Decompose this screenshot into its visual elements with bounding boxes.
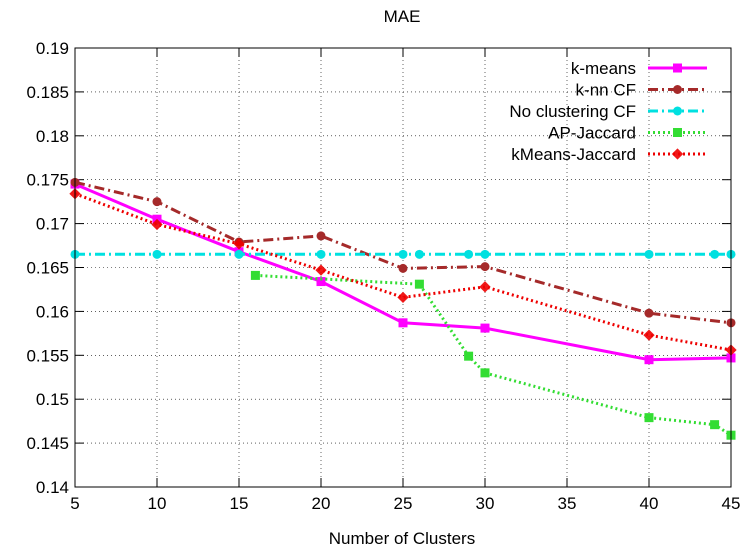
data-point-k-nn-cf — [152, 197, 162, 207]
data-point-ap-jaccard — [480, 368, 490, 378]
x-tick-label: 10 — [148, 494, 167, 513]
data-point-k-means — [644, 355, 654, 365]
data-point-kmeans-jaccard-shape — [233, 238, 245, 250]
legend-label: kMeans-Jaccard — [511, 145, 636, 164]
data-point-k-nn-cf — [398, 263, 408, 273]
plot-frame — [74, 47, 732, 488]
legend-marker-k-nn-cf — [673, 85, 682, 94]
data-point-kmeans-jaccard — [643, 329, 655, 341]
data-point-no-clustering-cf — [398, 249, 408, 259]
data-point-no-clustering-cf — [152, 249, 162, 259]
y-tick-label: 0.155 — [26, 346, 69, 365]
legend-item-no-clustering-cf: No clustering CF — [509, 102, 707, 121]
legend-marker-kmeans-jaccard — [671, 148, 684, 160]
data-point-k-means — [480, 323, 490, 333]
data-point-k-means — [398, 318, 408, 328]
data-point-no-clustering-cf — [234, 249, 244, 259]
data-point-kmeans-jaccard-shape — [315, 264, 327, 276]
legend-label: No clustering CF — [509, 102, 636, 121]
y-tick-label: 0.14 — [36, 478, 69, 497]
legend-label: k-means — [571, 59, 636, 78]
data-point-k-means — [316, 277, 326, 287]
data-point-no-clustering-cf — [316, 249, 326, 259]
data-point-kmeans-jaccard — [315, 264, 327, 276]
data-point-kmeans-jaccard-shape — [151, 218, 163, 231]
chart-title: MAE — [384, 7, 421, 26]
x-tick-label: 40 — [640, 494, 659, 513]
data-point-no-clustering-cf — [464, 249, 474, 259]
data-point-no-clustering-cf — [644, 249, 654, 259]
data-point-k-nn-cf — [316, 231, 326, 241]
legend-marker-kmeans-jaccard-shape — [671, 148, 684, 160]
data-point-no-clustering-cf — [710, 249, 720, 259]
y-tick-label: 0.19 — [36, 39, 69, 58]
legend-label: k-nn CF — [576, 81, 636, 100]
y-tick-label: 0.165 — [26, 259, 69, 278]
legend-marker-k-means — [673, 63, 682, 73]
legend-item-k-means: k-means — [571, 59, 707, 78]
y-tick-label: 0.17 — [36, 215, 69, 234]
y-tick-label: 0.145 — [26, 434, 69, 453]
y-tick-label: 0.185 — [26, 83, 69, 102]
series-line-kmeans-jaccard — [74, 192, 732, 352]
series-k-nn-cf — [70, 177, 736, 328]
x-tick-label: 25 — [394, 494, 413, 513]
legend-marker-ap-jaccard — [673, 128, 682, 137]
legend-marker-no-clustering-cf — [673, 106, 682, 116]
legend-label: AP-Jaccard — [548, 124, 636, 143]
legend: k-means k-nn CF No clustering CF AP-Jaccard… — [509, 59, 707, 164]
data-point-ap-jaccard — [464, 351, 474, 361]
series-no-clustering-cf — [70, 249, 736, 259]
series-line-k-means — [74, 182, 732, 362]
data-point-ap-jaccard — [250, 270, 260, 280]
x-tick-label: 15 — [230, 494, 249, 513]
data-point-k-nn-cf — [644, 308, 654, 318]
data-point-ap-jaccard — [710, 420, 720, 430]
data-point-kmeans-jaccard — [233, 238, 245, 250]
data-point-kmeans-jaccard-shape — [479, 281, 491, 293]
legend-item-k-nn-cf: k-nn CF — [576, 81, 707, 100]
data-point-kmeans-jaccard — [479, 281, 491, 293]
data-point-ap-jaccard — [644, 413, 654, 423]
x-tick-label: 35 — [558, 494, 577, 513]
y-tick-label: 0.175 — [26, 171, 69, 190]
x-tick-label: 45 — [722, 494, 741, 513]
legend-item-ap-jaccard: AP-Jaccard — [548, 124, 707, 143]
y-tick-label: 0.15 — [36, 390, 69, 409]
legend-item-kmeans-jaccard: kMeans-Jaccard — [511, 145, 707, 164]
x-axis-title: Number of Clusters — [329, 529, 475, 548]
y-tick-label: 0.16 — [36, 302, 69, 321]
data-point-ap-jaccard — [414, 279, 424, 289]
x-tick-label: 20 — [312, 494, 331, 513]
x-tick-label: 30 — [476, 494, 495, 513]
data-point-kmeans-jaccard — [151, 218, 163, 231]
x-tick-label: 5 — [70, 494, 79, 513]
series-line-k-nn-cf — [74, 180, 732, 325]
data-point-kmeans-jaccard-shape — [643, 329, 655, 341]
y-tick-label: 0.18 — [36, 127, 69, 146]
data-point-kmeans-jaccard — [397, 291, 409, 304]
axis-ticks: 0.14 0.145 0.15 0.155 0.16 0.165 0.17 0.175 0.18… — [26, 39, 740, 513]
data-point-k-nn-cf — [480, 262, 490, 272]
data-point-no-clustering-cf — [480, 249, 490, 259]
data-point-kmeans-jaccard-shape — [397, 291, 409, 304]
data-point-no-clustering-cf — [414, 249, 424, 259]
